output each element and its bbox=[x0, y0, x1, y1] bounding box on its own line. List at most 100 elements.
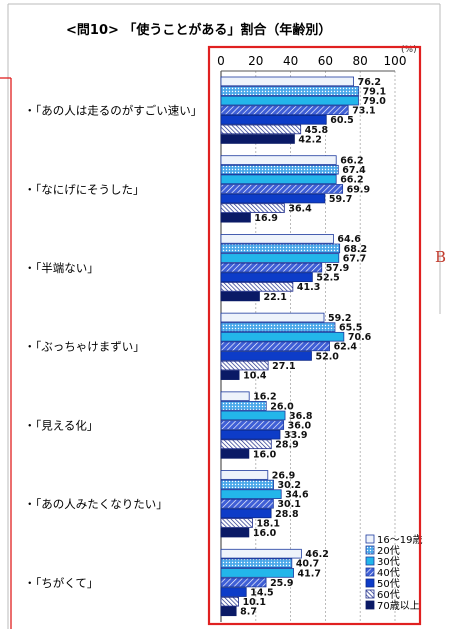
bar bbox=[220, 558, 293, 569]
bar bbox=[220, 95, 359, 106]
bar bbox=[220, 262, 323, 273]
legend-label: 70歳以上 bbox=[377, 600, 420, 612]
bar-value-label: 76.2 bbox=[358, 77, 381, 88]
bar-value-label: 52.0 bbox=[315, 351, 339, 362]
bar-value-label: 36.0 bbox=[288, 420, 312, 431]
bar-value-label: 34.6 bbox=[285, 490, 309, 501]
category-label: ・「あの人みたくなりたい」 bbox=[24, 497, 168, 511]
bar-value-label: 26.0 bbox=[270, 401, 294, 412]
bar-value-label: 42.2 bbox=[298, 134, 321, 145]
bar-value-label: 18.1 bbox=[256, 518, 279, 529]
legend-label: 60代 bbox=[377, 589, 400, 601]
bar-value-label: 66.2 bbox=[340, 175, 363, 186]
bar bbox=[220, 193, 326, 204]
bar-value-label: 27.1 bbox=[272, 361, 295, 372]
bar bbox=[220, 212, 251, 223]
bar bbox=[220, 508, 272, 519]
bar bbox=[220, 420, 285, 430]
bar bbox=[220, 243, 341, 254]
bar bbox=[220, 86, 360, 96]
bar-value-label: 41.7 bbox=[298, 568, 321, 579]
bar-value-label: 45.8 bbox=[305, 125, 329, 136]
bar-value-label: 68.2 bbox=[344, 244, 367, 255]
bar bbox=[220, 105, 349, 116]
bar bbox=[220, 370, 240, 380]
legend-swatch bbox=[365, 545, 375, 555]
bars: 76.279.179.073.160.545.842.2 66.267.466.2… bbox=[220, 76, 386, 618]
legend-swatch bbox=[365, 567, 375, 577]
bar bbox=[220, 115, 327, 125]
bar-value-label: 73.1 bbox=[352, 106, 375, 117]
bar bbox=[220, 606, 237, 617]
category-label: ・「ぶっちゃけまずい」 bbox=[24, 340, 145, 354]
bar-value-label: 16.9 bbox=[254, 213, 277, 224]
legend-label: 20代 bbox=[377, 545, 400, 557]
bar bbox=[220, 322, 336, 332]
category-label: ・「見える化」 bbox=[24, 418, 98, 432]
bar bbox=[220, 184, 344, 194]
bar bbox=[220, 410, 286, 421]
annotation-letter-b: B bbox=[435, 248, 447, 266]
legend-swatch bbox=[365, 589, 375, 599]
bar-value-label: 22.1 bbox=[263, 292, 286, 303]
category-label: ・「半端ない」 bbox=[24, 261, 99, 275]
bar bbox=[220, 174, 337, 185]
bar-value-label: 67.4 bbox=[342, 165, 366, 176]
category-labels: ・「あの人は走るのがすごい速い」・「なにげにそうした」・「半端ない」・「ぶっちゃ… bbox=[24, 104, 202, 590]
bar-value-label: 33.9 bbox=[284, 430, 307, 441]
bar-value-label: 79.1 bbox=[363, 86, 386, 97]
bar-value-label: 30.1 bbox=[277, 499, 300, 510]
bar bbox=[220, 124, 302, 135]
legend-label: 16～19歳 bbox=[377, 534, 422, 546]
bar bbox=[220, 155, 337, 165]
bar bbox=[220, 341, 330, 352]
bar bbox=[220, 429, 281, 440]
bar bbox=[220, 282, 294, 292]
bar bbox=[220, 401, 267, 411]
legend-swatch bbox=[365, 578, 375, 588]
bar bbox=[220, 596, 239, 607]
bar-value-label: 46.2 bbox=[305, 549, 328, 560]
bar bbox=[220, 331, 345, 342]
bar-value-label: 16.2 bbox=[253, 392, 276, 403]
legend-label: 30代 bbox=[377, 556, 400, 568]
bar bbox=[220, 76, 354, 87]
bar bbox=[220, 548, 302, 559]
legend-swatch bbox=[365, 600, 375, 610]
bar-value-label: 25.9 bbox=[270, 578, 293, 589]
bar bbox=[220, 360, 269, 371]
bar-value-label: 62.4 bbox=[334, 342, 358, 353]
category-label: ・「ちがくて」 bbox=[24, 576, 98, 590]
bar-value-label: 10.4 bbox=[243, 371, 267, 382]
bar-value-label: 26.9 bbox=[272, 470, 295, 481]
x-tick-label: 0 bbox=[217, 54, 225, 68]
bar-value-label: 64.6 bbox=[337, 234, 361, 245]
bar-value-label: 59.2 bbox=[328, 313, 351, 324]
highlight-box bbox=[207, 45, 422, 626]
bar bbox=[220, 272, 313, 283]
bar bbox=[220, 518, 253, 528]
bar bbox=[220, 351, 312, 361]
bar bbox=[220, 577, 267, 588]
x-tick-label: 80 bbox=[353, 54, 368, 68]
bar bbox=[220, 253, 340, 263]
bar bbox=[220, 449, 250, 459]
bar bbox=[220, 587, 247, 597]
bar-value-label: 28.9 bbox=[275, 440, 298, 451]
legend-label: 40代 bbox=[377, 567, 400, 579]
x-tick-label: 100 bbox=[384, 54, 407, 68]
x-tick-label: 60 bbox=[318, 54, 333, 68]
legend-swatch bbox=[365, 534, 375, 544]
bar-value-label: 60.5 bbox=[330, 115, 353, 126]
bar bbox=[220, 568, 294, 578]
x-tick-label: 20 bbox=[248, 54, 263, 68]
bar-value-label: 70.6 bbox=[348, 332, 372, 343]
bar-value-label: 65.5 bbox=[339, 323, 362, 334]
bar bbox=[220, 479, 274, 490]
category-label: ・「なにげにそうした」 bbox=[24, 182, 145, 196]
bar bbox=[220, 291, 260, 302]
bar-value-label: 79.0 bbox=[362, 96, 386, 107]
chart-title: <問10> 「使うことがある」割合（年齢別） bbox=[66, 22, 331, 38]
bar bbox=[220, 312, 325, 323]
